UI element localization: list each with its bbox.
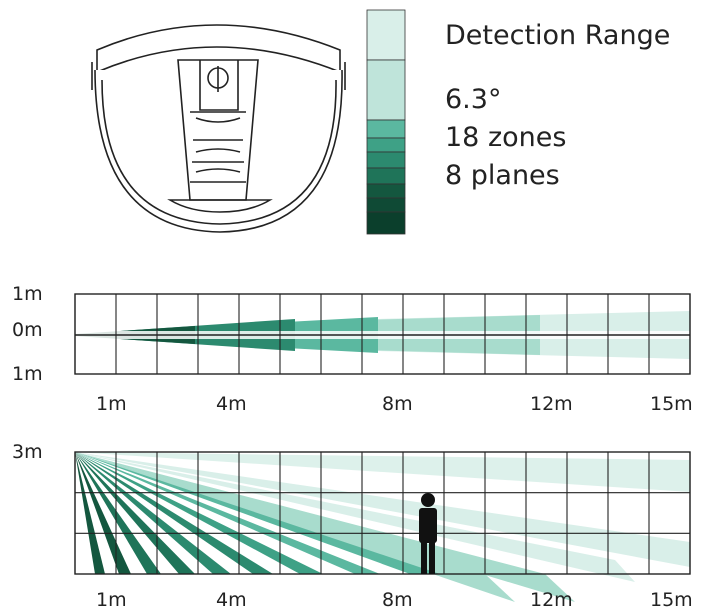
legend-zones: 18 zones — [445, 122, 567, 153]
color-scale-segment — [366, 151, 406, 169]
top-beam — [75, 452, 231, 574]
side-x-label: 8m — [382, 393, 413, 415]
top-beam — [75, 452, 690, 492]
top-beam — [75, 452, 690, 567]
side-x-label: 15m — [650, 393, 693, 415]
color-scale-segment — [366, 137, 406, 153]
side-x-label: 4m — [216, 393, 247, 415]
top-beam — [75, 452, 380, 574]
top-beam — [75, 452, 195, 574]
side-x-label: 1m — [96, 393, 127, 415]
side-y-label: 1m — [12, 283, 43, 305]
top-view-diagram: 3m 1m 4m 8m 12m 15m — [12, 441, 693, 611]
side-y-label: 0m — [12, 319, 43, 341]
top-frame — [74, 451, 691, 575]
top-x-label: 1m — [96, 589, 127, 611]
top-beam — [75, 452, 105, 574]
top-beam — [75, 452, 440, 574]
top-beam — [75, 452, 323, 574]
color-scale-segment — [366, 211, 406, 235]
top-x-label: 8m — [382, 589, 413, 611]
top-beam — [75, 452, 273, 574]
person-silhouette — [419, 493, 437, 574]
top-beam — [75, 452, 635, 582]
side-x-label: 12m — [530, 393, 573, 415]
sensor-illustration — [91, 24, 346, 233]
color-scale-segment — [366, 9, 406, 61]
top-x-label: 12m — [530, 589, 573, 611]
color-scale-segment — [366, 183, 406, 199]
side-view-diagram: 1m 0m 1m 1m 4m 8m 12m 15m — [12, 283, 693, 415]
color-scale-segment — [366, 197, 406, 213]
side-y-label: 1m — [12, 363, 43, 385]
color-scale-bar — [366, 9, 406, 235]
top-y-label: 3m — [12, 441, 43, 463]
top-x-label: 15m — [650, 589, 693, 611]
top-beam — [75, 452, 161, 574]
color-scale-segment — [366, 119, 406, 139]
color-scale-segment — [366, 167, 406, 185]
legend-title: Detection Range — [445, 20, 671, 51]
top-beam — [75, 452, 131, 574]
legend-planes: 8 planes — [445, 160, 560, 191]
side-frame — [74, 293, 691, 375]
legend-angle: 6.3° — [445, 84, 502, 115]
color-scale-segment — [366, 59, 406, 121]
top-x-label: 4m — [216, 589, 247, 611]
